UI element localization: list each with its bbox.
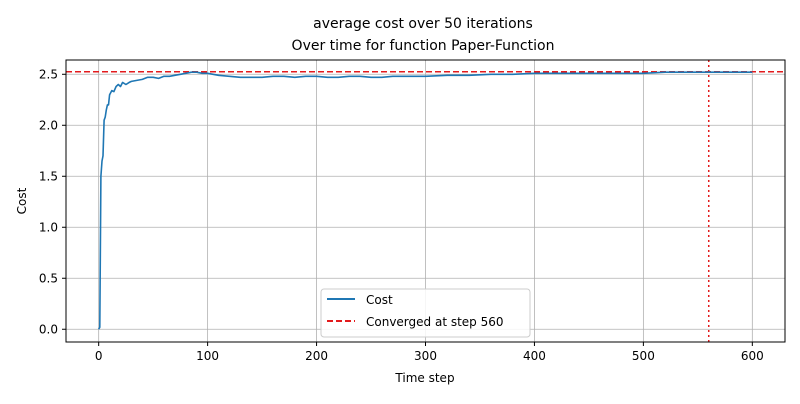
x-tick-label: 100 <box>196 349 219 363</box>
legend-box <box>320 288 531 338</box>
y-axis-label: Cost <box>15 187 29 214</box>
legend-label-cost: Cost <box>366 293 393 307</box>
axis-ticks: 0 100 200 300 400 500 600 0.0 0.5 1.0 1.5 2.0 2.5 <box>39 67 764 363</box>
chart-title: average cost over 50 iterations <box>313 16 533 32</box>
y-tick-label: 1.0 <box>39 220 58 234</box>
y-tick-label: 1.5 <box>39 169 58 183</box>
y-tick-label: 0.5 <box>39 271 58 285</box>
y-tick-label: 2.0 <box>39 118 58 132</box>
y-tick-label: 0.0 <box>39 322 58 336</box>
x-tick-label: 500 <box>632 349 655 363</box>
series-lines <box>97 71 753 330</box>
x-tick-label: 0 <box>95 349 103 363</box>
x-tick-label: 200 <box>305 349 328 363</box>
x-tick-label: 300 <box>414 349 437 363</box>
x-tick-label: 600 <box>741 349 764 363</box>
series-line-cost <box>97 71 753 330</box>
x-tick-label: 400 <box>523 349 546 363</box>
legend: Cost Converged at step 560 <box>320 288 531 338</box>
grid-lines <box>66 60 785 342</box>
chart-subtitle: Over time for function Paper-Function <box>292 38 555 54</box>
x-axis-label: Time step <box>394 371 454 385</box>
y-tick-label: 2.5 <box>39 67 58 81</box>
legend-label-converged: Converged at step 560 <box>366 315 504 329</box>
